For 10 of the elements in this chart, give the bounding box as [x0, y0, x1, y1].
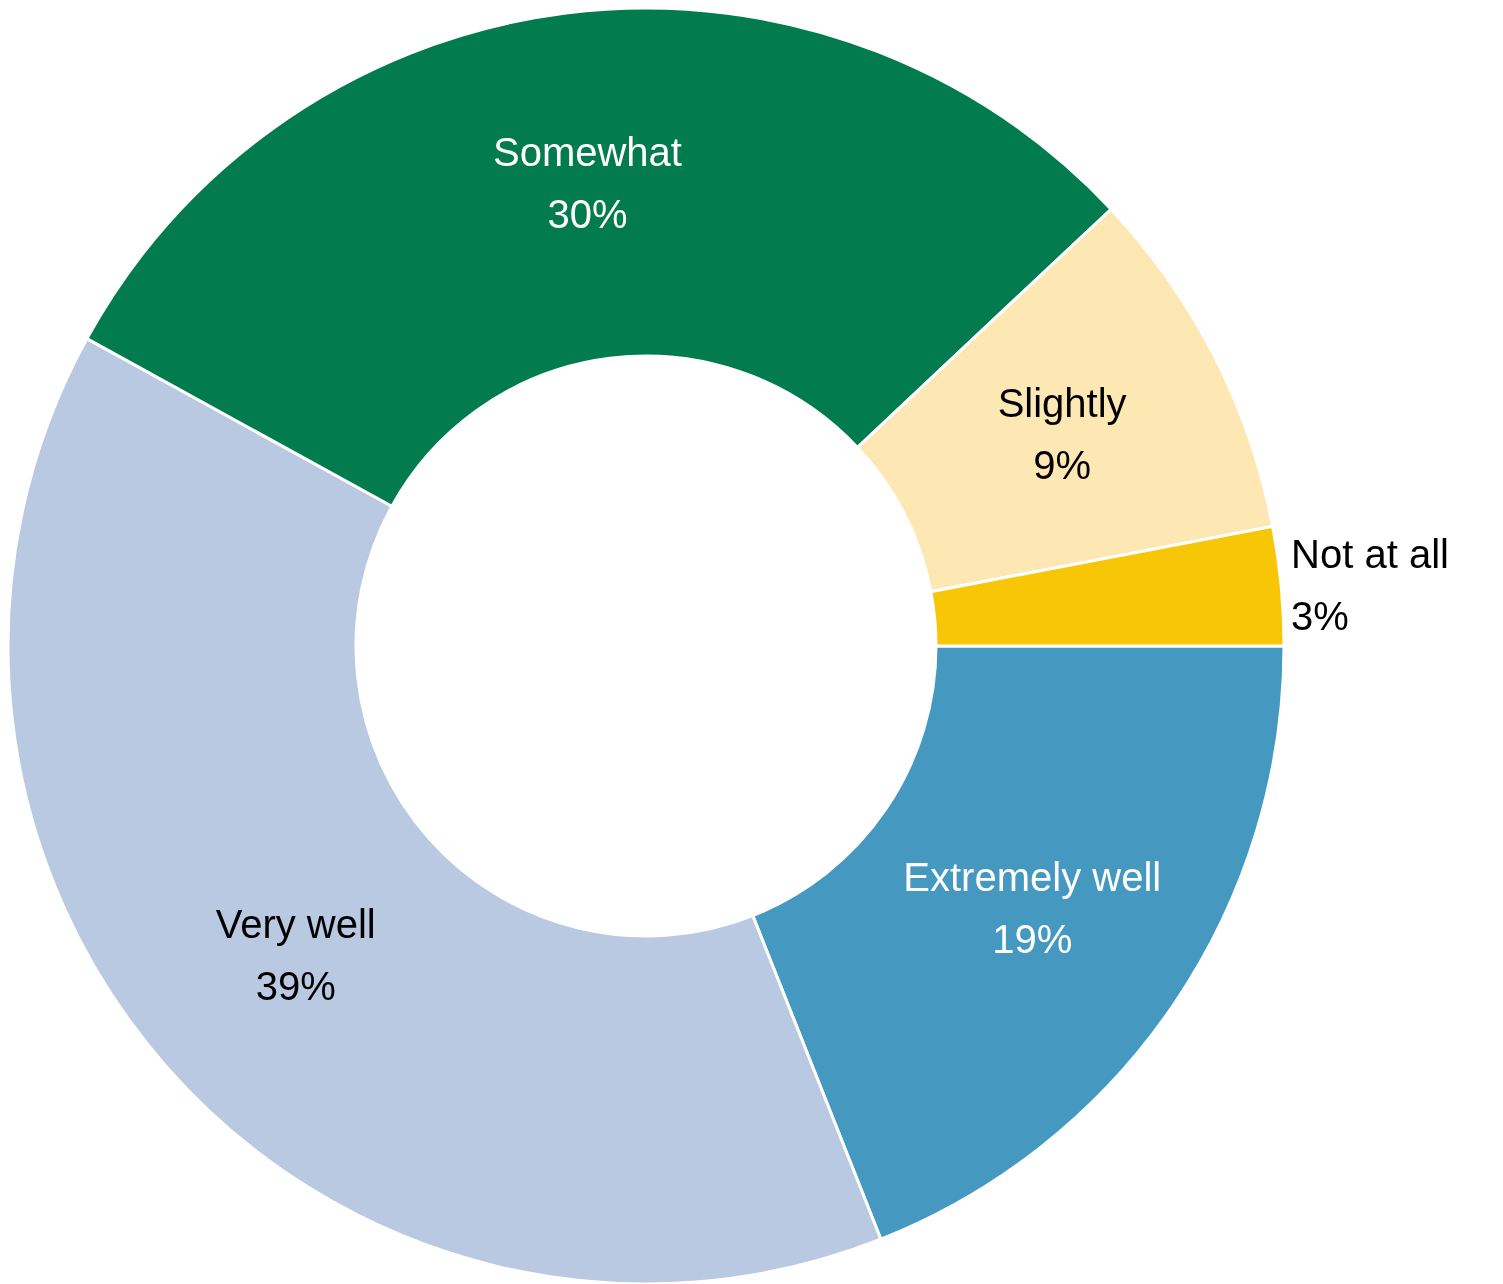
slice-label: Extremely well — [903, 855, 1162, 900]
data-label: 3% — [1291, 594, 1349, 639]
slice-label: Somewhat — [492, 129, 682, 174]
data-label: 9% — [1033, 442, 1092, 487]
data-label: 30% — [547, 191, 628, 236]
data-label: 19% — [992, 917, 1073, 962]
slice-label: Slightly — [997, 380, 1127, 425]
slice-label: Not at all — [1291, 532, 1449, 577]
data-label: 39% — [255, 963, 336, 1008]
slice-label: Very well — [215, 901, 376, 946]
